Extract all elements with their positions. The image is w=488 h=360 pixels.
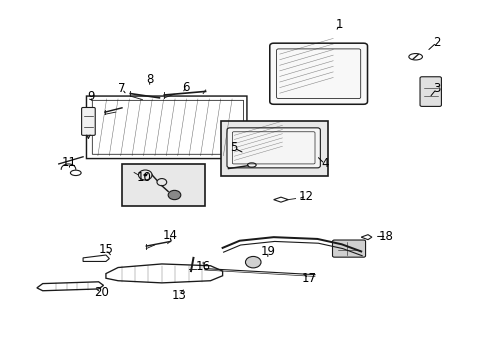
Text: 7: 7: [118, 82, 125, 95]
Text: 11: 11: [62, 156, 77, 169]
Text: 10: 10: [136, 171, 151, 184]
Text: 2: 2: [432, 36, 439, 49]
Circle shape: [143, 174, 147, 176]
Text: 14: 14: [163, 229, 178, 242]
FancyBboxPatch shape: [332, 240, 365, 257]
Circle shape: [245, 256, 261, 268]
FancyBboxPatch shape: [221, 121, 327, 176]
Circle shape: [168, 190, 181, 200]
Text: 16: 16: [195, 260, 210, 273]
Text: 18: 18: [378, 230, 393, 243]
Text: 5: 5: [230, 141, 237, 154]
Text: 20: 20: [93, 286, 108, 299]
Text: 13: 13: [171, 288, 186, 302]
FancyBboxPatch shape: [81, 108, 95, 135]
FancyBboxPatch shape: [122, 163, 204, 206]
Text: 3: 3: [432, 82, 439, 95]
Text: 12: 12: [298, 190, 313, 203]
Text: 6: 6: [182, 81, 189, 94]
Text: 19: 19: [260, 245, 275, 258]
Text: 1: 1: [335, 18, 343, 31]
Text: 9: 9: [87, 90, 95, 103]
FancyBboxPatch shape: [269, 43, 367, 104]
FancyBboxPatch shape: [226, 128, 320, 168]
Text: 4: 4: [320, 157, 328, 170]
FancyBboxPatch shape: [419, 77, 441, 107]
Text: 8: 8: [146, 73, 153, 86]
Text: 15: 15: [98, 243, 113, 256]
Text: 17: 17: [301, 272, 316, 285]
